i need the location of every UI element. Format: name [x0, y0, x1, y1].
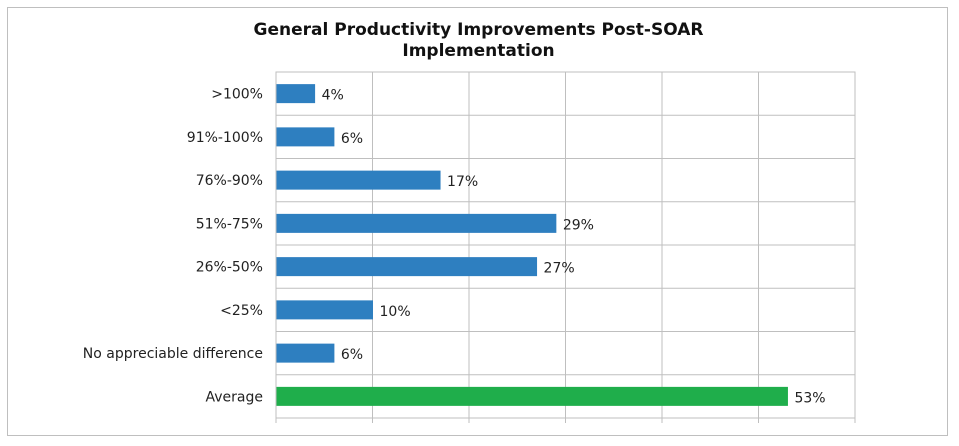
data-label: 6%: [341, 347, 363, 363]
data-label: 10%: [380, 304, 411, 320]
category-label: 26%-50%: [196, 260, 263, 276]
bar: [276, 257, 538, 277]
category-label: 76%-90%: [196, 173, 263, 189]
data-label: 29%: [563, 217, 594, 233]
data-label: 6%: [341, 131, 363, 147]
chart-title-line-1: General Productivity Improvements Post-S…: [253, 20, 704, 40]
bar: [276, 386, 788, 406]
bar: [276, 127, 335, 147]
category-label: <25%: [220, 303, 263, 319]
data-label: 17%: [447, 174, 478, 190]
category-label: 51%-75%: [196, 216, 263, 232]
bar: [276, 170, 441, 190]
data-label: 53%: [794, 390, 825, 406]
bar: [276, 213, 557, 233]
chart-title-line-2: Implementation: [402, 41, 555, 61]
data-label: 27%: [544, 261, 575, 277]
category-label: Average: [206, 389, 264, 405]
bar: [276, 343, 335, 363]
bar: [276, 300, 373, 320]
category-label: No appreciable difference: [83, 346, 263, 362]
data-label: 4%: [322, 88, 344, 104]
category-label: >100%: [211, 87, 263, 103]
bar: [276, 84, 316, 104]
chart-title: General Productivity Improvements Post-S…: [8, 20, 949, 62]
category-label: 91%-100%: [187, 130, 263, 146]
